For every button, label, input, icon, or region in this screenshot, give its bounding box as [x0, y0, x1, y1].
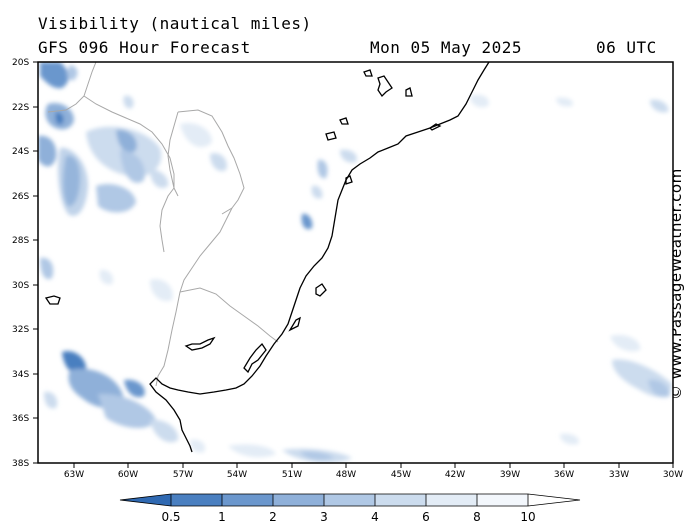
colorbar-segment — [120, 494, 171, 506]
lon-label: 33W — [609, 470, 629, 480]
colorbar: 0.5 1 2 3 4 6 8 10 — [119, 493, 581, 524]
colorbar-segment — [324, 494, 375, 506]
longitude-axis: 63W 60W 57W 54W 51W 48W 45W 42W 39W 36W … — [64, 463, 683, 480]
lon-label: 45W — [391, 470, 411, 480]
lat-label: 22S — [12, 103, 29, 113]
colorbar-segment — [426, 494, 477, 506]
country-borders — [47, 62, 279, 387]
lat-label: 28S — [12, 236, 29, 246]
lon-label: 60W — [118, 470, 138, 480]
colorbar-segment — [222, 494, 273, 506]
lat-label: 20S — [12, 58, 29, 68]
colorbar-segment — [171, 494, 222, 506]
lat-label: 24S — [12, 147, 29, 157]
latitude-axis: 20S 22S 24S 26S 28S 30S 32S 34S 36S 38S — [12, 58, 38, 469]
colorbar-label: 6 — [422, 510, 430, 524]
coastline — [44, 62, 490, 453]
lat-label: 32S — [12, 325, 29, 335]
lat-label: 30S — [12, 281, 29, 291]
colorbar-label: 0.5 — [161, 510, 180, 524]
lat-label: 36S — [12, 414, 29, 424]
lon-label: 36W — [554, 470, 574, 480]
map-area — [38, 62, 673, 463]
lat-label: 38S — [12, 459, 29, 469]
colorbar-label: 3 — [320, 510, 328, 524]
forecast-date: Mon 05 May 2025 — [370, 38, 522, 57]
lon-label: 54W — [227, 470, 247, 480]
colorbar-segment — [528, 494, 580, 506]
lon-label: 42W — [445, 470, 465, 480]
lon-label: 30W — [663, 470, 683, 480]
map-frame — [37, 61, 674, 464]
lon-label: 57W — [173, 470, 193, 480]
lon-label: 48W — [336, 470, 356, 480]
colorbar-label: 4 — [371, 510, 379, 524]
colorbar-segment — [375, 494, 426, 506]
lat-label: 26S — [12, 192, 29, 202]
lon-label: 39W — [500, 470, 520, 480]
forecast-time: 06 UTC — [596, 38, 657, 57]
colorbar-label: 8 — [473, 510, 481, 524]
lon-label: 51W — [282, 470, 302, 480]
map-title: Visibility (nautical miles) — [38, 14, 312, 33]
lon-label: 63W — [64, 470, 84, 480]
colorbar-label: 10 — [520, 510, 535, 524]
colorbar-label: 2 — [269, 510, 277, 524]
lat-label: 34S — [12, 370, 29, 380]
colorbar-label: 1 — [218, 510, 226, 524]
colorbar-segment — [477, 494, 528, 506]
forecast-model: GFS 096 Hour Forecast — [38, 38, 251, 57]
colorbar-segment — [273, 494, 324, 506]
